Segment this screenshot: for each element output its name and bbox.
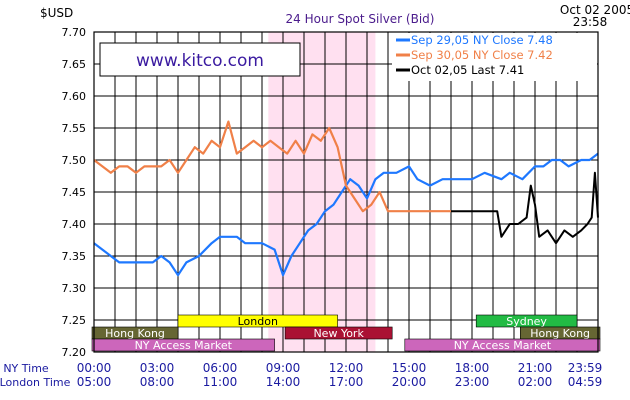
x-tick-label: 08:00 bbox=[140, 375, 175, 389]
x-tick-label: 12:00 bbox=[329, 361, 364, 375]
market-bar bbox=[177, 314, 338, 328]
y-tick-label: 7.50 bbox=[62, 154, 87, 167]
y-tick-label: 7.25 bbox=[62, 314, 87, 327]
x-tick-label: 23:00 bbox=[455, 375, 490, 389]
market-label: Hong Kong bbox=[530, 327, 590, 340]
y-tick-label: 7.35 bbox=[62, 250, 87, 263]
legend-entry: Oct 02,05 Last 7.41 bbox=[411, 63, 524, 77]
chart-time: 23:58 bbox=[573, 15, 608, 29]
y-tick-label: 7.65 bbox=[62, 58, 87, 71]
legend-entry: Sep 29,05 NY Close 7.48 bbox=[411, 33, 553, 47]
x-tick-label: 14:00 bbox=[266, 375, 301, 389]
y-tick-label: 7.20 bbox=[62, 346, 87, 359]
series-line-3 bbox=[451, 171, 599, 245]
y-tick-label: 7.45 bbox=[62, 186, 87, 199]
legend-entry: Sep 30,05 NY Close 7.42 bbox=[411, 48, 553, 62]
x-tick-label: 23:59 bbox=[568, 361, 603, 375]
x-tick-label: 15:00 bbox=[392, 361, 427, 375]
market-label: New York bbox=[313, 327, 364, 340]
y-tick-label: 7.55 bbox=[62, 122, 87, 135]
market-bar bbox=[91, 338, 275, 352]
x-tick-label: 11:00 bbox=[203, 375, 238, 389]
watermark-box bbox=[99, 42, 301, 77]
series-line-1 bbox=[93, 152, 599, 277]
market-bar bbox=[284, 326, 393, 340]
series-line-2 bbox=[93, 120, 451, 213]
market-label: NY Access Market bbox=[135, 339, 233, 352]
x-tick-label: 18:00 bbox=[455, 361, 490, 375]
chart-title: 24 Hour Spot Silver (Bid) bbox=[286, 12, 435, 26]
plot-frame bbox=[93, 31, 599, 353]
legend-box bbox=[392, 33, 597, 81]
x-tick-label: 02:00 bbox=[518, 375, 553, 389]
y-tick-label: 7.40 bbox=[62, 218, 87, 231]
watermark-text: www.kitco.com bbox=[136, 51, 264, 71]
market-label: Hong Kong bbox=[105, 327, 165, 340]
x-tick-label: 03:00 bbox=[140, 361, 175, 375]
x-axis-row-label: NY Time bbox=[3, 362, 49, 375]
x-axis-row-label: London Time bbox=[0, 376, 71, 389]
chart-date: Oct 02 2005 bbox=[560, 3, 630, 17]
x-tick-label: 05:00 bbox=[77, 375, 112, 389]
x-tick-label: 04:59 bbox=[568, 375, 603, 389]
y-tick-label: 7.60 bbox=[62, 90, 87, 103]
market-label: NY Access Market bbox=[454, 339, 552, 352]
market-label: Sydney bbox=[506, 315, 547, 328]
y-tick-label: 7.30 bbox=[62, 282, 87, 295]
y-tick-label: 7.70 bbox=[62, 26, 87, 39]
x-tick-label: 17:00 bbox=[329, 375, 364, 389]
x-tick-label: 20:00 bbox=[392, 375, 427, 389]
x-tick-label: 21:00 bbox=[518, 361, 553, 375]
x-tick-label: 00:00 bbox=[77, 361, 112, 375]
x-tick-label: 06:00 bbox=[203, 361, 238, 375]
market-bar bbox=[404, 338, 601, 352]
x-tick-label: 09:00 bbox=[266, 361, 301, 375]
market-label: London bbox=[238, 315, 278, 328]
y-axis-label: $USD bbox=[40, 6, 73, 20]
